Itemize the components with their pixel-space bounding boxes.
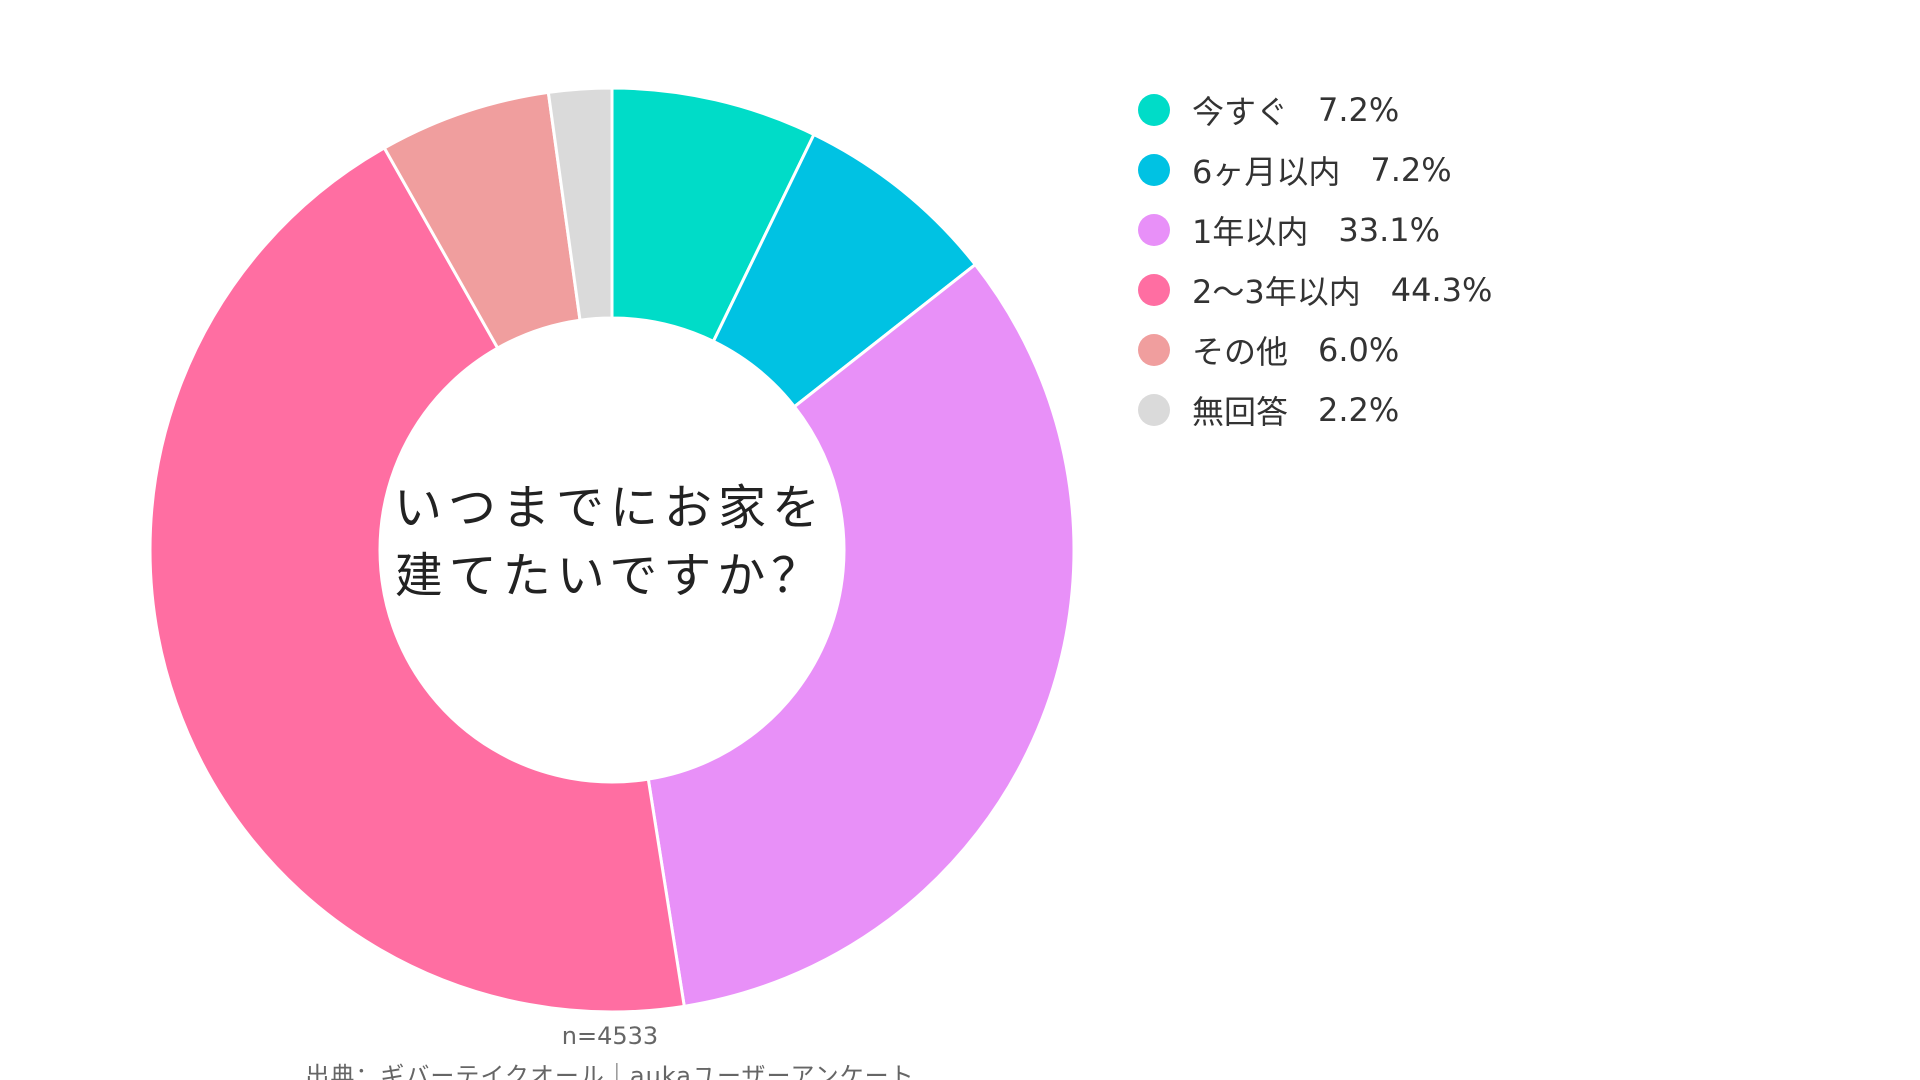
legend-swatch-icon	[1138, 214, 1170, 246]
legend-label: 無回答	[1192, 393, 1289, 431]
chart-title-line-2: 建てたいですか？	[394, 548, 826, 604]
legend-value: 33.1%	[1338, 211, 1441, 249]
legend-item-no-answer: 無回答 2.2%	[1138, 380, 1492, 440]
legend-swatch-icon	[1138, 394, 1170, 426]
legend-item-now: 今すぐ 7.2%	[1138, 80, 1492, 140]
legend-swatch-icon	[1138, 334, 1170, 366]
legend-label: 1年以内	[1192, 213, 1309, 251]
slice-1year	[646, 262, 1076, 1009]
legend-label: その他	[1192, 333, 1289, 371]
legend-value: 7.2%	[1318, 91, 1400, 129]
legend-label: 2〜3年以内	[1192, 273, 1361, 311]
chart-title: いつまでにお家を 建てたいですか？	[390, 474, 830, 610]
legend-label: 6ヶ月以内	[1192, 153, 1341, 191]
legend-value: 44.3%	[1390, 271, 1493, 309]
legend-item-other: その他 6.0%	[1138, 320, 1492, 380]
sample-size-note: n=4533	[561, 1022, 659, 1050]
legend-item-2-3years: 2〜3年以内 44.3%	[1138, 260, 1492, 320]
legend-value: 2.2%	[1318, 391, 1400, 429]
legend-label: 今すぐ	[1192, 93, 1289, 131]
legend-value: 6.0%	[1318, 331, 1400, 369]
legend-swatch-icon	[1138, 154, 1170, 186]
source-note: 出典：ギバーテイクオール｜aukaユーザーアンケート	[305, 1062, 915, 1080]
chart-legend: 今すぐ 7.2% 6ヶ月以内 7.2% 1年以内 33.1% 2〜3年以内 44…	[1138, 80, 1492, 440]
slice-no-answer	[546, 86, 614, 322]
legend-value: 7.2%	[1370, 151, 1452, 189]
slice-2-3years	[148, 145, 686, 1014]
legend-swatch-icon	[1138, 94, 1170, 126]
chart-title-line-1: いつまでにお家を	[393, 480, 826, 536]
legend-item-6months: 6ヶ月以内 7.2%	[1138, 140, 1492, 200]
legend-swatch-icon	[1138, 274, 1170, 306]
legend-item-1year: 1年以内 33.1%	[1138, 200, 1492, 260]
